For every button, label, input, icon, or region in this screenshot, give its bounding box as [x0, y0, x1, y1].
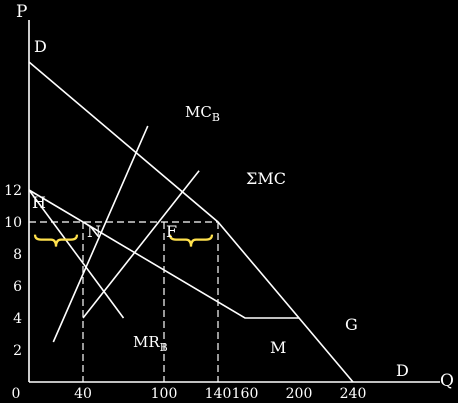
sum-mc-label: ΣMC	[246, 169, 286, 188]
sum-mc-line	[82, 170, 200, 319]
brace-mark	[168, 234, 214, 247]
x-tick-label: 160	[232, 386, 259, 402]
point-d-top: D	[34, 37, 47, 56]
y-tick-label: 10	[4, 215, 22, 231]
demand-curve	[28, 61, 354, 383]
x-tick-label: 200	[286, 386, 313, 402]
point-g: G	[345, 315, 358, 334]
brace-mark	[33, 234, 79, 247]
y-tick-label: 8	[13, 247, 22, 263]
x-tick-label: 240	[340, 386, 367, 402]
y-tick-label: 4	[13, 311, 22, 327]
y-tick-label: 2	[13, 343, 22, 359]
point-m: M	[270, 338, 286, 357]
mc-b-line	[52, 125, 149, 343]
y-tick-label: 6	[13, 279, 22, 295]
y-tick-label: 12	[4, 183, 22, 199]
point-d-bottom: D	[396, 361, 409, 380]
x-tick-label: 100	[151, 386, 178, 402]
y-axis-label: P	[16, 2, 27, 22]
point-h: H	[32, 193, 46, 212]
x-tick-label: 0	[12, 386, 21, 402]
mr-b-label: MRB	[133, 333, 168, 354]
point-n: N	[87, 222, 101, 241]
mc-b-label: MCB	[185, 103, 220, 124]
point-f: F	[166, 222, 177, 241]
x-tick-label: 40	[74, 386, 92, 402]
mr-b-line	[28, 189, 125, 319]
x-axis-label: Q	[440, 371, 454, 391]
h-m-g-line	[28, 189, 299, 319]
x-tick-label: 140	[205, 386, 232, 402]
